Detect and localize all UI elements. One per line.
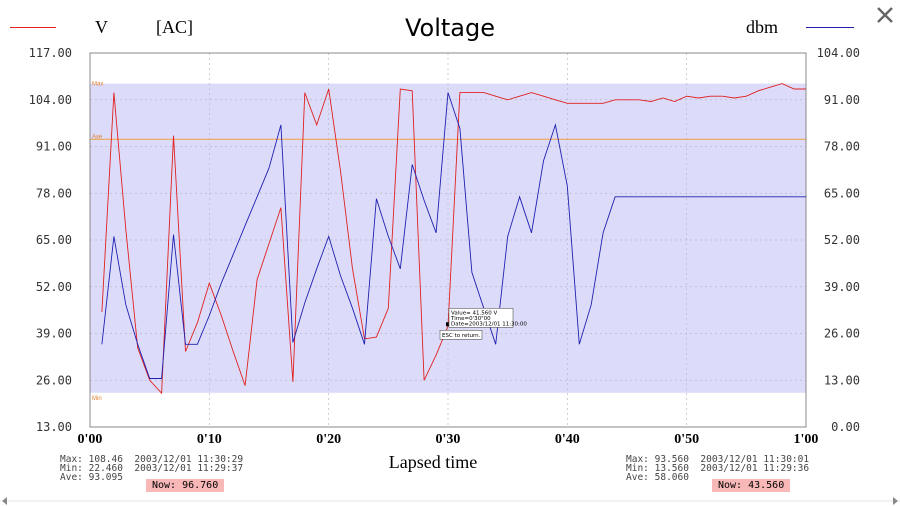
- x-tick-label: 0'30: [436, 432, 461, 447]
- x-tick-label: 1'00: [794, 432, 819, 447]
- x-tick-label: 0'10: [197, 432, 222, 447]
- x-tick-label: 0'40: [555, 432, 580, 447]
- x-tick-label: 0'20: [316, 432, 341, 447]
- band-max-label: Max: [92, 82, 103, 88]
- now-badge-dbm: Now: 43.560: [712, 479, 791, 492]
- tooltip-line: Value= 41.560 V: [451, 310, 497, 316]
- y-right-tick-label: 13.00: [824, 373, 860, 387]
- legend-unit-voltage: [AC]: [156, 17, 193, 37]
- series-line-V: [101, 83, 806, 395]
- y-right-tick-label: 91.00: [824, 93, 860, 107]
- y-right-tick-label: 78.00: [824, 140, 860, 154]
- average-label: Ave: [92, 134, 103, 140]
- y-left-tick-label: 52.00: [36, 280, 72, 294]
- legend-label-dbm: dbm: [746, 17, 779, 37]
- x-axis-label: Lapsed time: [388, 452, 478, 472]
- close-button[interactable]: [874, 4, 896, 26]
- y-left-tick-label: 78.00: [36, 186, 72, 200]
- y-right-tick-label: 0.00: [831, 420, 860, 434]
- y-right-tick-label: 65.00: [824, 186, 860, 200]
- y-right-tick-label: 104.00: [817, 46, 860, 60]
- y-left-tick-label: 117.00: [29, 46, 72, 60]
- x-tick-label: 0'00: [78, 432, 103, 447]
- tooltip-line: Date=2003/12/01 11:30:00: [451, 321, 527, 327]
- y-left-tick-label: 91.00: [36, 140, 72, 154]
- scroll-right-icon[interactable]: [893, 497, 898, 505]
- stats-left-max: Max: 108.46 2003/12/01 11:30:29: [60, 454, 244, 465]
- stats-left-ave: Ave: 93.095: [60, 472, 123, 483]
- now-badge-voltage: Now: 96.760: [146, 479, 225, 492]
- y-right-tick-label: 52.00: [824, 233, 860, 247]
- tooltip-line: Time=0'30"00: [450, 316, 491, 322]
- stats-right-ave: Ave: 58.060: [626, 472, 689, 483]
- y-left-tick-label: 104.00: [29, 93, 72, 107]
- tooltip-hint: ESC to return.: [442, 333, 481, 339]
- band-min-label: Min: [92, 396, 102, 402]
- y-left-tick-label: 26.00: [36, 373, 72, 387]
- y-left-tick-label: 13.00: [36, 420, 72, 434]
- stats-right-max: Max: 93.560 2003/12/01 11:30:01: [626, 454, 810, 465]
- y-left-tick-label: 39.00: [36, 327, 72, 341]
- series-line-dbm: [101, 92, 806, 379]
- legend-line-voltage: [10, 27, 56, 28]
- scroll-left-icon[interactable]: [2, 497, 7, 505]
- chart-title: Voltage: [404, 14, 496, 42]
- voltage-chart: Max Min Ave 117.00 104.00 91.00 78.00 65.00 52…: [29, 46, 860, 447]
- horizontal-scrollbar[interactable]: [0, 496, 900, 506]
- y-right-tick-label: 39.00: [824, 280, 860, 294]
- y-left-tick-label: 65.00: [36, 233, 72, 247]
- close-icon: [877, 7, 893, 23]
- stats-right-min: Min: 13.560 2003/12/01 11:29:36: [626, 463, 810, 474]
- legend-label-voltage: V: [95, 17, 108, 37]
- y-right-tick-label: 26.00: [824, 327, 860, 341]
- x-tick-label: 0'50: [674, 432, 699, 447]
- tooltip-marker: [446, 322, 450, 327]
- stats-left-min: Min: 22.460 2003/12/01 11:29:37: [60, 463, 244, 474]
- tooltip-hint-box: [439, 329, 483, 340]
- tooltip-box: [448, 307, 514, 328]
- legend-line-dbm: [806, 27, 854, 28]
- plot-frame: [89, 52, 807, 428]
